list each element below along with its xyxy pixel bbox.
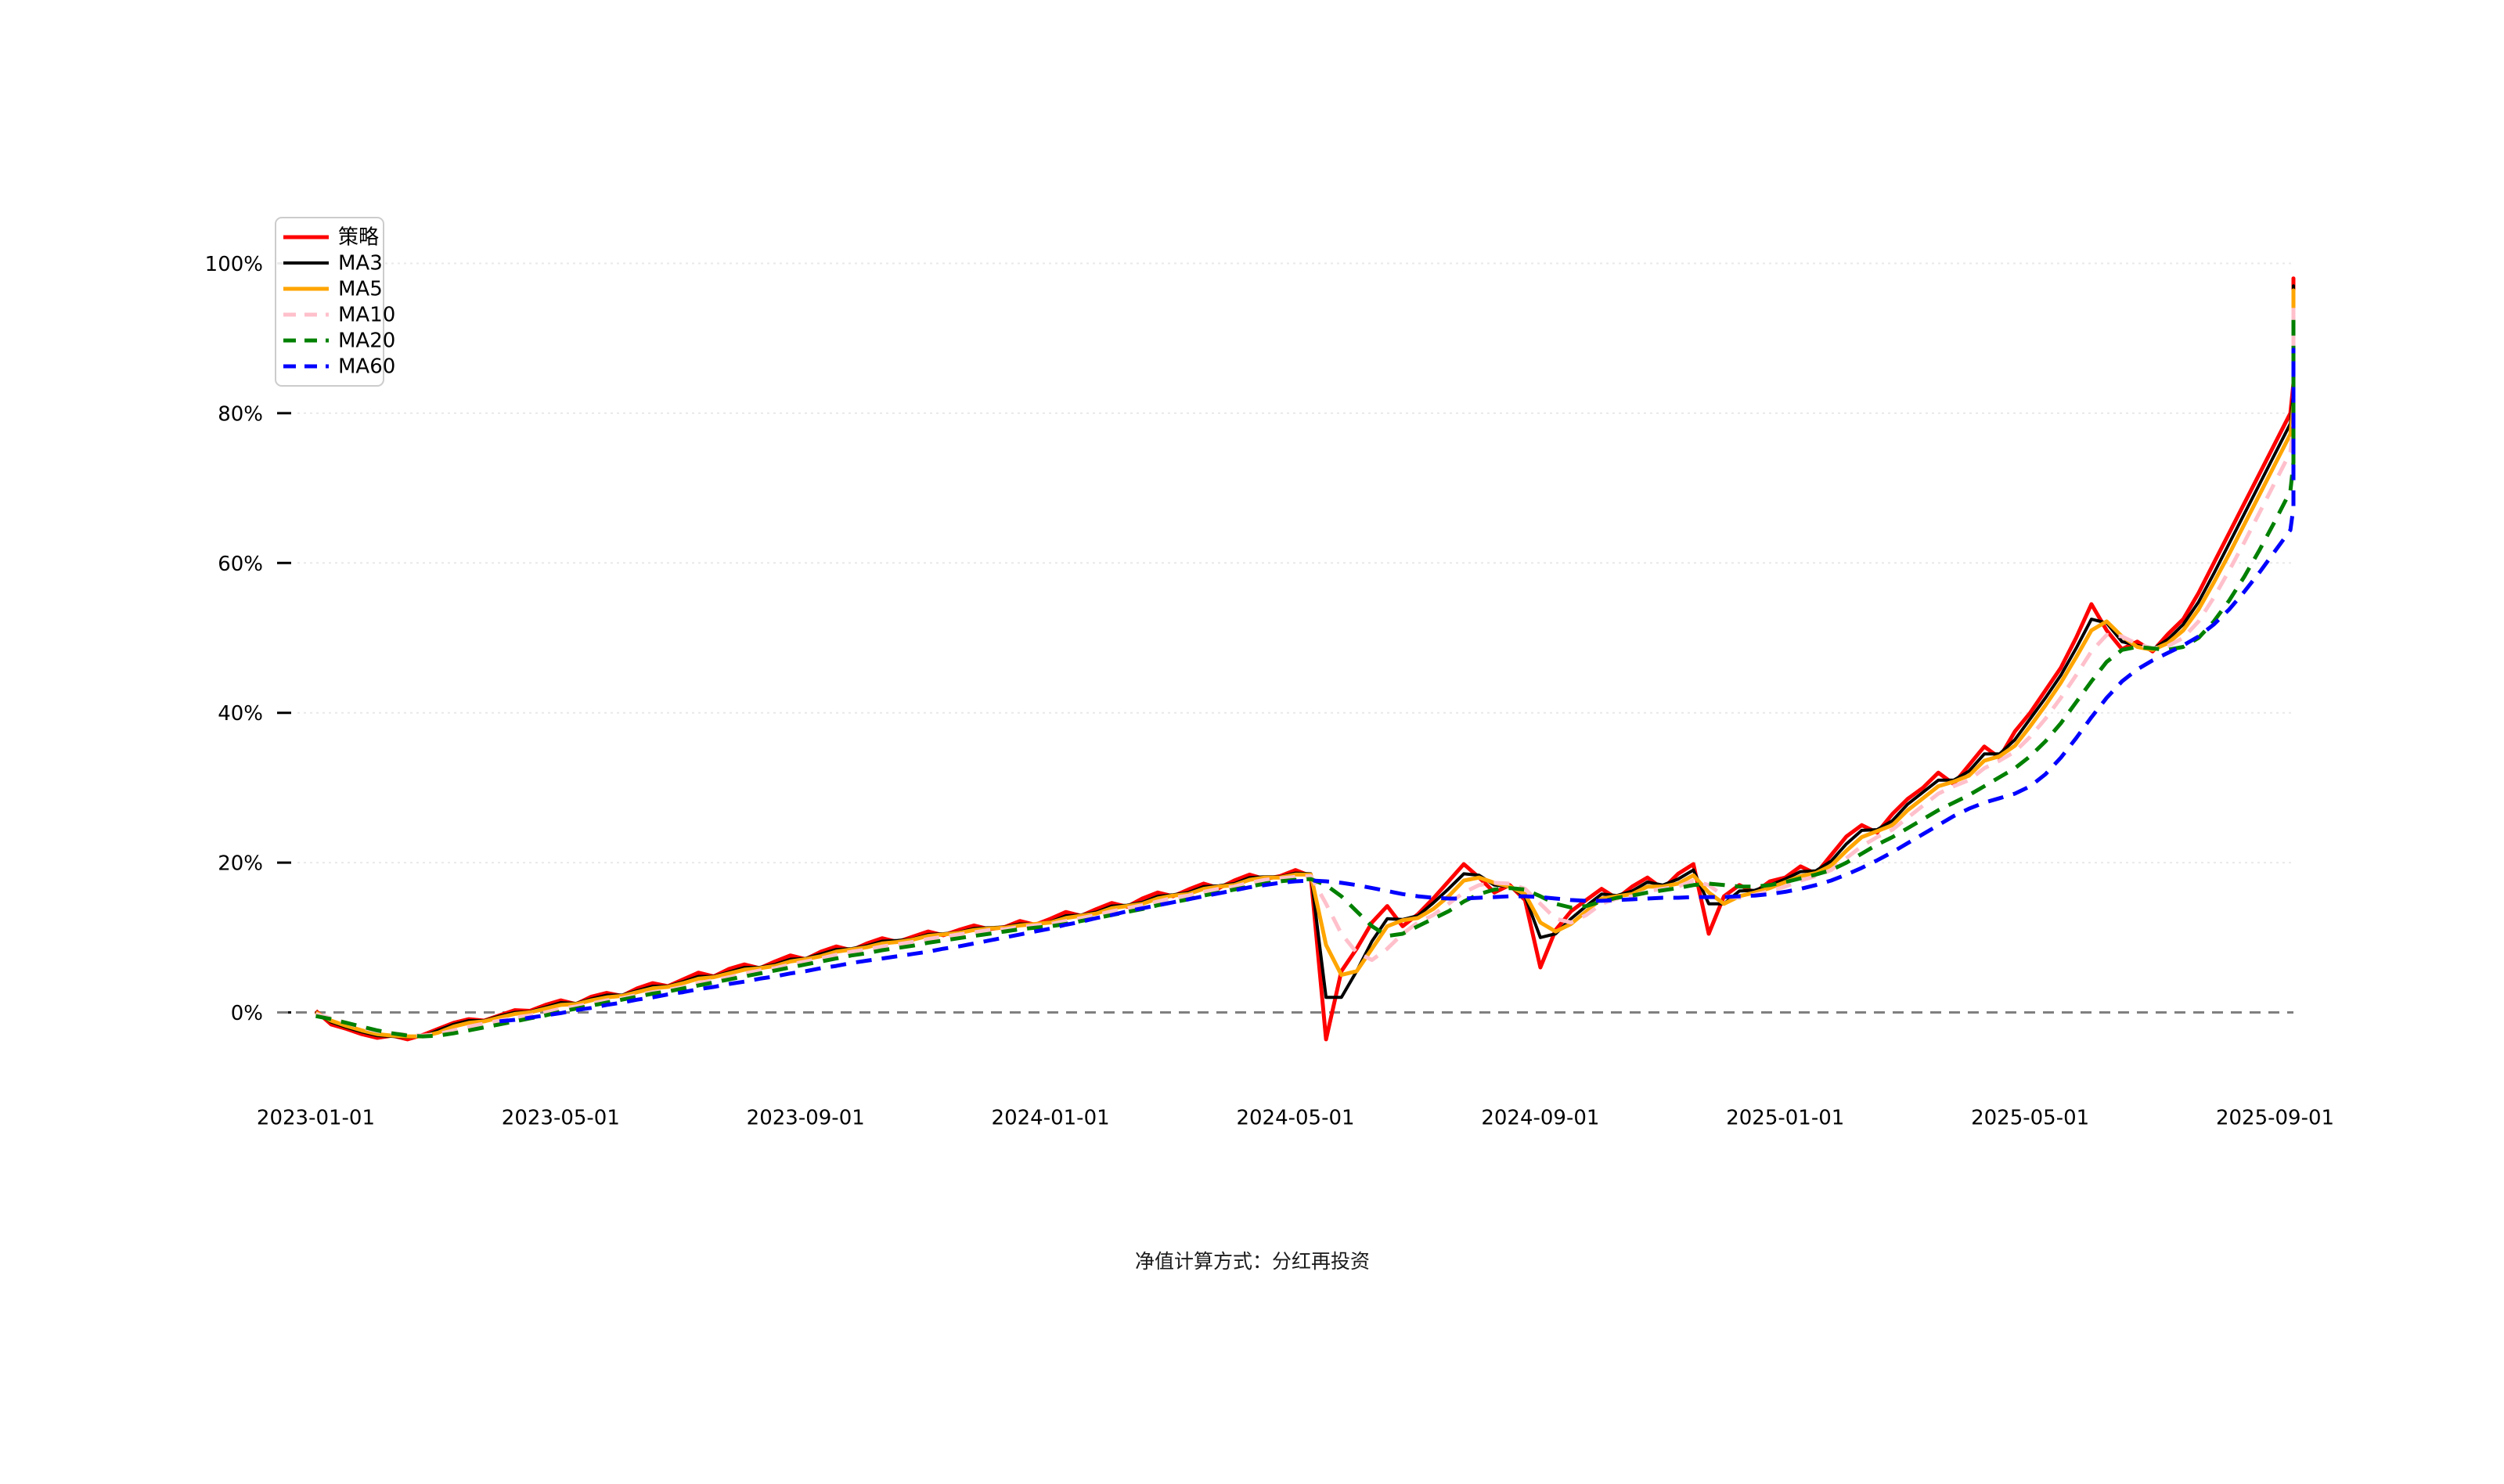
x-tick-label: 2024-09-01 bbox=[1481, 1106, 1599, 1129]
y-axis-labels: 0% 20% 40% 60% 80% 100% bbox=[205, 253, 263, 1025]
legend-item-MA20[interactable]: MA20 bbox=[283, 330, 395, 353]
x-tick-label: 2024-01-01 bbox=[992, 1106, 1110, 1129]
x-tick-label: 2025-05-01 bbox=[1971, 1106, 2089, 1129]
legend-item-MA10[interactable]: MA10 bbox=[283, 304, 395, 327]
y-tick-label: 20% bbox=[218, 852, 263, 876]
y-tick-label: 0% bbox=[231, 1002, 263, 1025]
series-line-MA60 bbox=[499, 348, 2296, 1024]
legend-label-MA60: MA60 bbox=[338, 355, 395, 379]
legend-item-MA3[interactable]: MA3 bbox=[283, 252, 383, 276]
legend-item-MA5[interactable]: MA5 bbox=[283, 278, 383, 301]
x-tick-label: 2024-05-01 bbox=[1236, 1106, 1354, 1129]
x-tick-label: 2023-05-01 bbox=[502, 1106, 620, 1129]
legend-label-策略: 策略 bbox=[338, 226, 379, 250]
x-tick-label: 2025-01-01 bbox=[1726, 1106, 1844, 1129]
y-tick-label: 100% bbox=[205, 253, 263, 276]
x-tick-label: 2023-09-01 bbox=[747, 1106, 865, 1129]
y-tick-label: 80% bbox=[218, 402, 263, 426]
series-line-MA10 bbox=[315, 301, 2296, 1038]
x-tick-label: 2025-09-01 bbox=[2216, 1106, 2334, 1129]
x-axis-labels: 2023-01-01 2023-05-01 2023-09-01 2024-01-01… bbox=[257, 1106, 2334, 1129]
legend-item-MA60[interactable]: MA60 bbox=[283, 355, 395, 379]
legend-label-MA5: MA5 bbox=[338, 278, 383, 301]
y-tick-label: 60% bbox=[218, 553, 263, 576]
x-tick-label: 2023-01-01 bbox=[257, 1106, 375, 1129]
legend-label-MA3: MA3 bbox=[338, 252, 383, 276]
gridlines-group bbox=[297, 262, 2293, 864]
y-tick-label: 40% bbox=[218, 702, 263, 726]
chart-caption: 净值计算方式：分红再投资 bbox=[1135, 1250, 1370, 1273]
series-line-MA5 bbox=[315, 288, 2296, 1039]
series-lines-group bbox=[314, 276, 2296, 1042]
legend-label-MA10: MA10 bbox=[338, 304, 395, 327]
legend-label-MA20: MA20 bbox=[338, 330, 395, 353]
series-line-MA20 bbox=[315, 317, 2296, 1039]
legend-item-策略[interactable]: 策略 bbox=[283, 226, 379, 250]
legend-box bbox=[275, 217, 384, 387]
